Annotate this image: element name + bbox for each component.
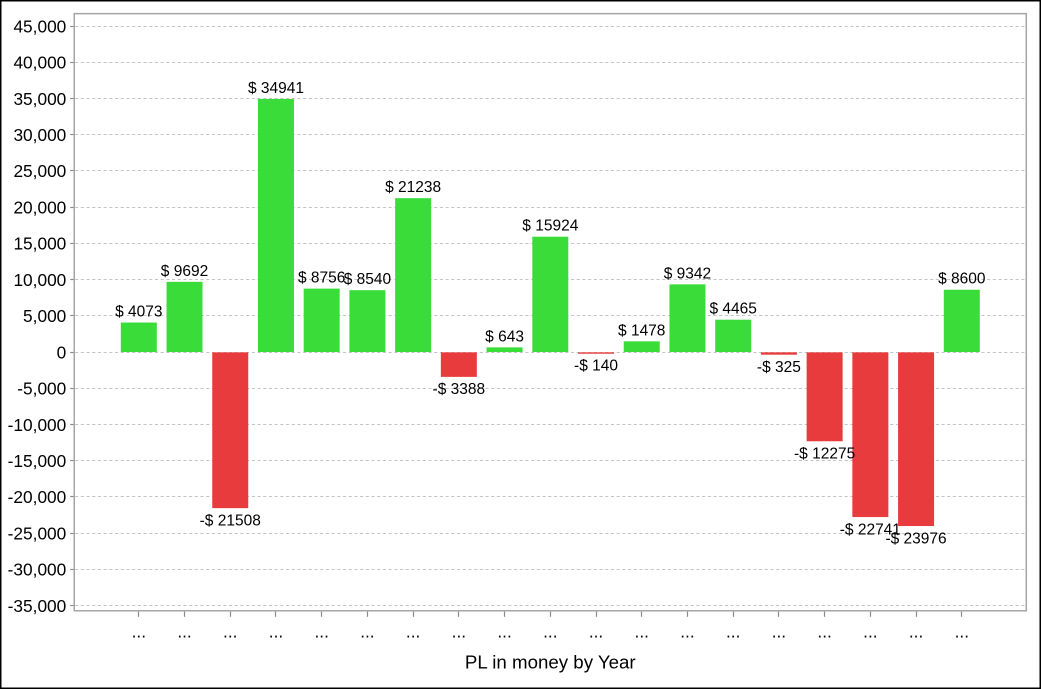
svg-text:-30,000: -30,000 — [8, 560, 67, 580]
svg-text:$ 34941: $ 34941 — [248, 80, 304, 97]
svg-text:...: ... — [452, 622, 466, 642]
svg-text:-$ 21508: -$ 21508 — [200, 512, 261, 529]
svg-text:-25,000: -25,000 — [8, 523, 67, 543]
svg-text:$ 8600: $ 8600 — [938, 271, 986, 288]
svg-text:-20,000: -20,000 — [8, 487, 67, 507]
svg-text:...: ... — [635, 622, 649, 642]
svg-text:25,000: 25,000 — [13, 161, 66, 181]
svg-text:5,000: 5,000 — [23, 306, 66, 326]
svg-text:$ 8540: $ 8540 — [344, 271, 392, 288]
svg-text:-15,000: -15,000 — [8, 451, 67, 471]
svg-text:-35,000: -35,000 — [8, 596, 67, 616]
svg-text:35,000: 35,000 — [13, 89, 66, 109]
svg-text:...: ... — [909, 622, 923, 642]
svg-text:20,000: 20,000 — [13, 197, 66, 217]
svg-text:$ 9342: $ 9342 — [664, 265, 711, 282]
svg-text:...: ... — [269, 622, 283, 642]
svg-text:$ 8756: $ 8756 — [298, 270, 345, 287]
svg-text:...: ... — [177, 622, 191, 642]
svg-text:-$ 23976: -$ 23976 — [885, 530, 946, 547]
svg-text:...: ... — [863, 622, 877, 642]
svg-text:$ 9692: $ 9692 — [161, 263, 208, 280]
svg-text:...: ... — [314, 622, 328, 642]
svg-text:...: ... — [223, 622, 237, 642]
svg-text:15,000: 15,000 — [13, 234, 66, 254]
svg-text:$ 15924: $ 15924 — [522, 218, 578, 235]
svg-text:-10,000: -10,000 — [8, 415, 67, 435]
svg-text:...: ... — [360, 622, 374, 642]
svg-text:...: ... — [955, 622, 969, 642]
svg-text:...: ... — [543, 622, 557, 642]
svg-text:...: ... — [726, 622, 740, 642]
svg-text:...: ... — [589, 622, 603, 642]
svg-text:-$ 140: -$ 140 — [574, 358, 618, 375]
svg-text:$ 21238: $ 21238 — [385, 179, 441, 196]
svg-text:-$ 12275: -$ 12275 — [794, 446, 855, 463]
svg-text:30,000: 30,000 — [13, 125, 66, 145]
svg-text:45,000: 45,000 — [13, 16, 66, 36]
svg-text:...: ... — [406, 622, 420, 642]
svg-text:$ 4073: $ 4073 — [115, 304, 162, 321]
svg-text:$ 643: $ 643 — [485, 328, 524, 345]
svg-text:40,000: 40,000 — [13, 53, 66, 73]
svg-text:$ 1478: $ 1478 — [618, 322, 665, 339]
svg-text:-5,000: -5,000 — [17, 379, 66, 399]
svg-text:...: ... — [772, 622, 786, 642]
svg-text:...: ... — [680, 622, 694, 642]
svg-text:-$ 325: -$ 325 — [757, 359, 801, 376]
svg-text:0: 0 — [57, 342, 67, 362]
svg-text:PL in money by Year: PL in money by Year — [465, 652, 636, 673]
svg-text:...: ... — [132, 622, 146, 642]
svg-text:-$ 3388: -$ 3388 — [433, 381, 486, 398]
svg-text:...: ... — [817, 622, 831, 642]
svg-text:...: ... — [497, 622, 511, 642]
svg-text:$ 4465: $ 4465 — [709, 301, 756, 318]
svg-text:10,000: 10,000 — [13, 270, 66, 290]
svg-text:-$ 22741: -$ 22741 — [840, 521, 901, 538]
